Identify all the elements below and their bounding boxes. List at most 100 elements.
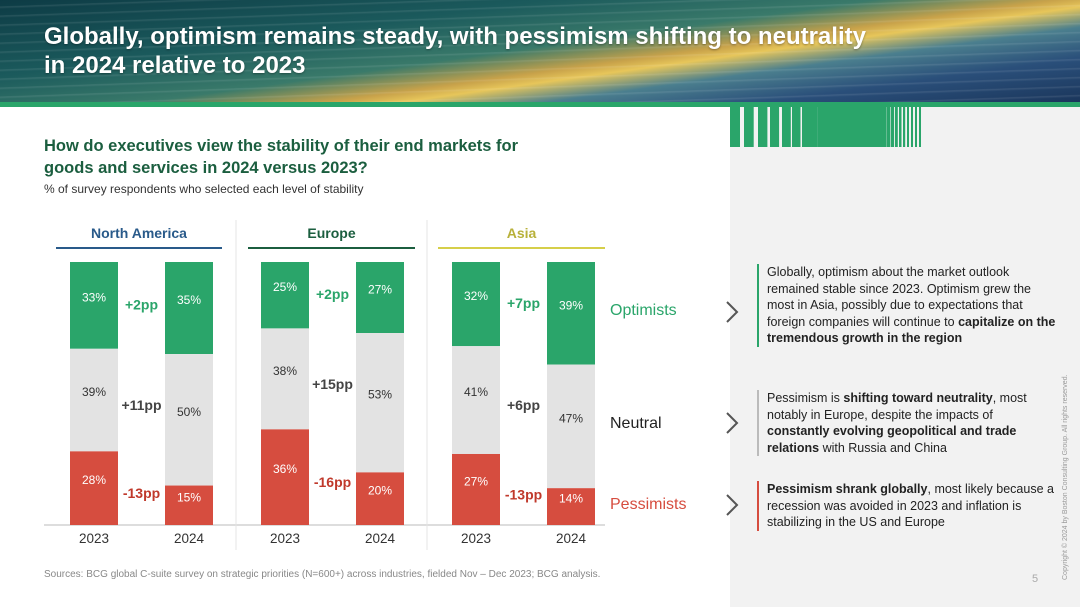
chevron-right-icon (726, 494, 739, 516)
note-neutral-text: with Russia and China (819, 440, 947, 455)
region-label: Asia (507, 225, 537, 241)
decorative-stripe (871, 107, 876, 147)
data-label-optimists: 32% (464, 289, 488, 303)
bar-segment-neutral (356, 333, 404, 473)
decorative-stripe (854, 107, 860, 147)
x-tick-label: 2023 (461, 531, 491, 546)
bar-segment-neutral (70, 348, 118, 452)
x-tick-label: 2023 (270, 531, 300, 546)
decorative-stripe (825, 107, 833, 147)
stacked-bar-chart: North America 33% 39% 28% 2023 35% 50% 15% 2024 +… (44, 220, 605, 550)
decorative-stripe (915, 107, 917, 147)
data-label-neutral: 50% (177, 405, 201, 419)
header-banner (0, 0, 1080, 104)
chevron-right-icon (726, 412, 739, 434)
decorative-stripe (895, 107, 898, 147)
bar-segment-pessimists (165, 485, 213, 525)
decorative-stripe (802, 107, 811, 147)
note-neutral-emphasis: shifting toward neutrality (843, 391, 993, 405)
decorative-stripe (818, 107, 826, 147)
chart-question: How do executives view the stability of … (44, 135, 644, 179)
page-number: 5 (1032, 573, 1039, 585)
bar-segment-neutral (165, 354, 213, 486)
change-label-pessimists: -16pp (314, 474, 351, 490)
decorative-stripe (744, 107, 754, 147)
decorative-stripe (883, 107, 887, 147)
decorative-stripe (838, 107, 845, 147)
decorative-stripes (730, 107, 921, 147)
data-label-optimists: 39% (559, 298, 583, 312)
decorative-stripe (810, 107, 818, 147)
decorative-stripe (730, 107, 740, 147)
decorative-stripe (903, 107, 906, 147)
bar-segment-neutral (452, 346, 500, 454)
note-optimists-emphasis: capitalize on the tremendous growth in t… (767, 314, 1056, 346)
data-label-pessimists: 27% (464, 474, 488, 488)
chart-question-line2: goods and services in 2024 versus 2023? (44, 159, 368, 177)
chevron-right-icon (726, 301, 739, 323)
data-label-pessimists: 20% (368, 484, 392, 498)
copyright-text: Copyright © 2024 by Boston Consulting Gr… (1062, 374, 1069, 580)
bar-segment-neutral (261, 328, 309, 430)
data-label-optimists: 27% (368, 283, 392, 297)
bar-segment-pessimists (547, 488, 595, 525)
note-neutral: Pessimism is shifting toward neutrality,… (757, 390, 1057, 456)
note-neutral-text: Pessimism is (767, 391, 844, 405)
bar-segment-optimists (547, 262, 595, 365)
chart-question-line1: How do executives view the stability of … (44, 137, 519, 155)
data-label-pessimists: 15% (177, 490, 201, 504)
change-label-optimists: +2pp (125, 296, 158, 312)
bar-segment-optimists (261, 262, 309, 329)
page-title: Globally, optimism remains steady, with … (44, 22, 1004, 80)
chart-subtitle: % of survey respondents who selected eac… (44, 182, 364, 196)
data-label-optimists: 35% (177, 293, 201, 307)
decorative-stripe (863, 107, 869, 147)
decorative-stripe (891, 107, 895, 147)
note-optimists: Globally, optimism about the market outl… (757, 264, 1057, 347)
copyright-notice: Copyright © 2024 by Boston Consulting Gr… (1062, 360, 1072, 580)
x-tick-label: 2024 (174, 531, 205, 546)
note-optimists-text: Globally, optimism about the market outl… (767, 265, 1032, 329)
decorative-stripe (911, 107, 913, 147)
banner-light-streaks (0, 0, 1080, 104)
note-pessimists: Pessimism shrank globally, most likely b… (757, 481, 1057, 531)
data-label-neutral: 38% (273, 364, 297, 378)
region-label: Europe (307, 225, 355, 241)
page-title-line1: Globally, optimism remains steady, with … (44, 23, 866, 50)
source-note: Sources: BCG global C-suite survey on st… (44, 569, 601, 580)
note-pessimists-text: , most likely because a recession was av… (767, 482, 1054, 529)
change-label-optimists: +2pp (316, 286, 349, 302)
decorative-stripe (770, 107, 780, 147)
bar-segment-pessimists (70, 451, 118, 525)
decorative-stripe (832, 107, 839, 147)
decorative-stripe (849, 107, 856, 147)
decorative-stripe (875, 107, 880, 147)
x-tick-label: 2023 (79, 531, 109, 546)
change-label-neutral: +15pp (312, 376, 353, 392)
decorative-stripe (844, 107, 851, 147)
decorative-stripe (887, 107, 891, 147)
region-label: North America (91, 225, 187, 241)
decorative-stripe (867, 107, 872, 147)
x-tick-label: 2024 (556, 531, 587, 546)
x-tick-label: 2024 (365, 531, 396, 546)
category-label-pessimists: Pessimists (610, 496, 687, 513)
data-label-optimists: 33% (82, 290, 106, 304)
bar-segment-pessimists (261, 429, 309, 525)
bar-segment-pessimists (452, 453, 500, 525)
note-neutral-emphasis: constantly evolving geopolitical and tra… (767, 424, 1017, 455)
bar-segment-neutral (547, 364, 595, 489)
bar-segment-pessimists (356, 472, 404, 525)
data-label-neutral: 39% (82, 385, 106, 399)
category-label-neutral: Neutral (610, 415, 662, 432)
data-label-pessimists: 36% (273, 462, 297, 476)
bar-segment-optimists (356, 262, 404, 334)
decorative-stripe (919, 107, 921, 147)
change-label-neutral: +11pp (121, 397, 161, 413)
decorative-stripe (899, 107, 902, 147)
category-label-optimists: Optimists (610, 302, 677, 319)
page-title-line2: in 2024 relative to 2023 (44, 52, 306, 79)
header-accent-band (0, 102, 1080, 107)
data-label-neutral: 47% (559, 411, 583, 425)
decorative-stripe (907, 107, 909, 147)
